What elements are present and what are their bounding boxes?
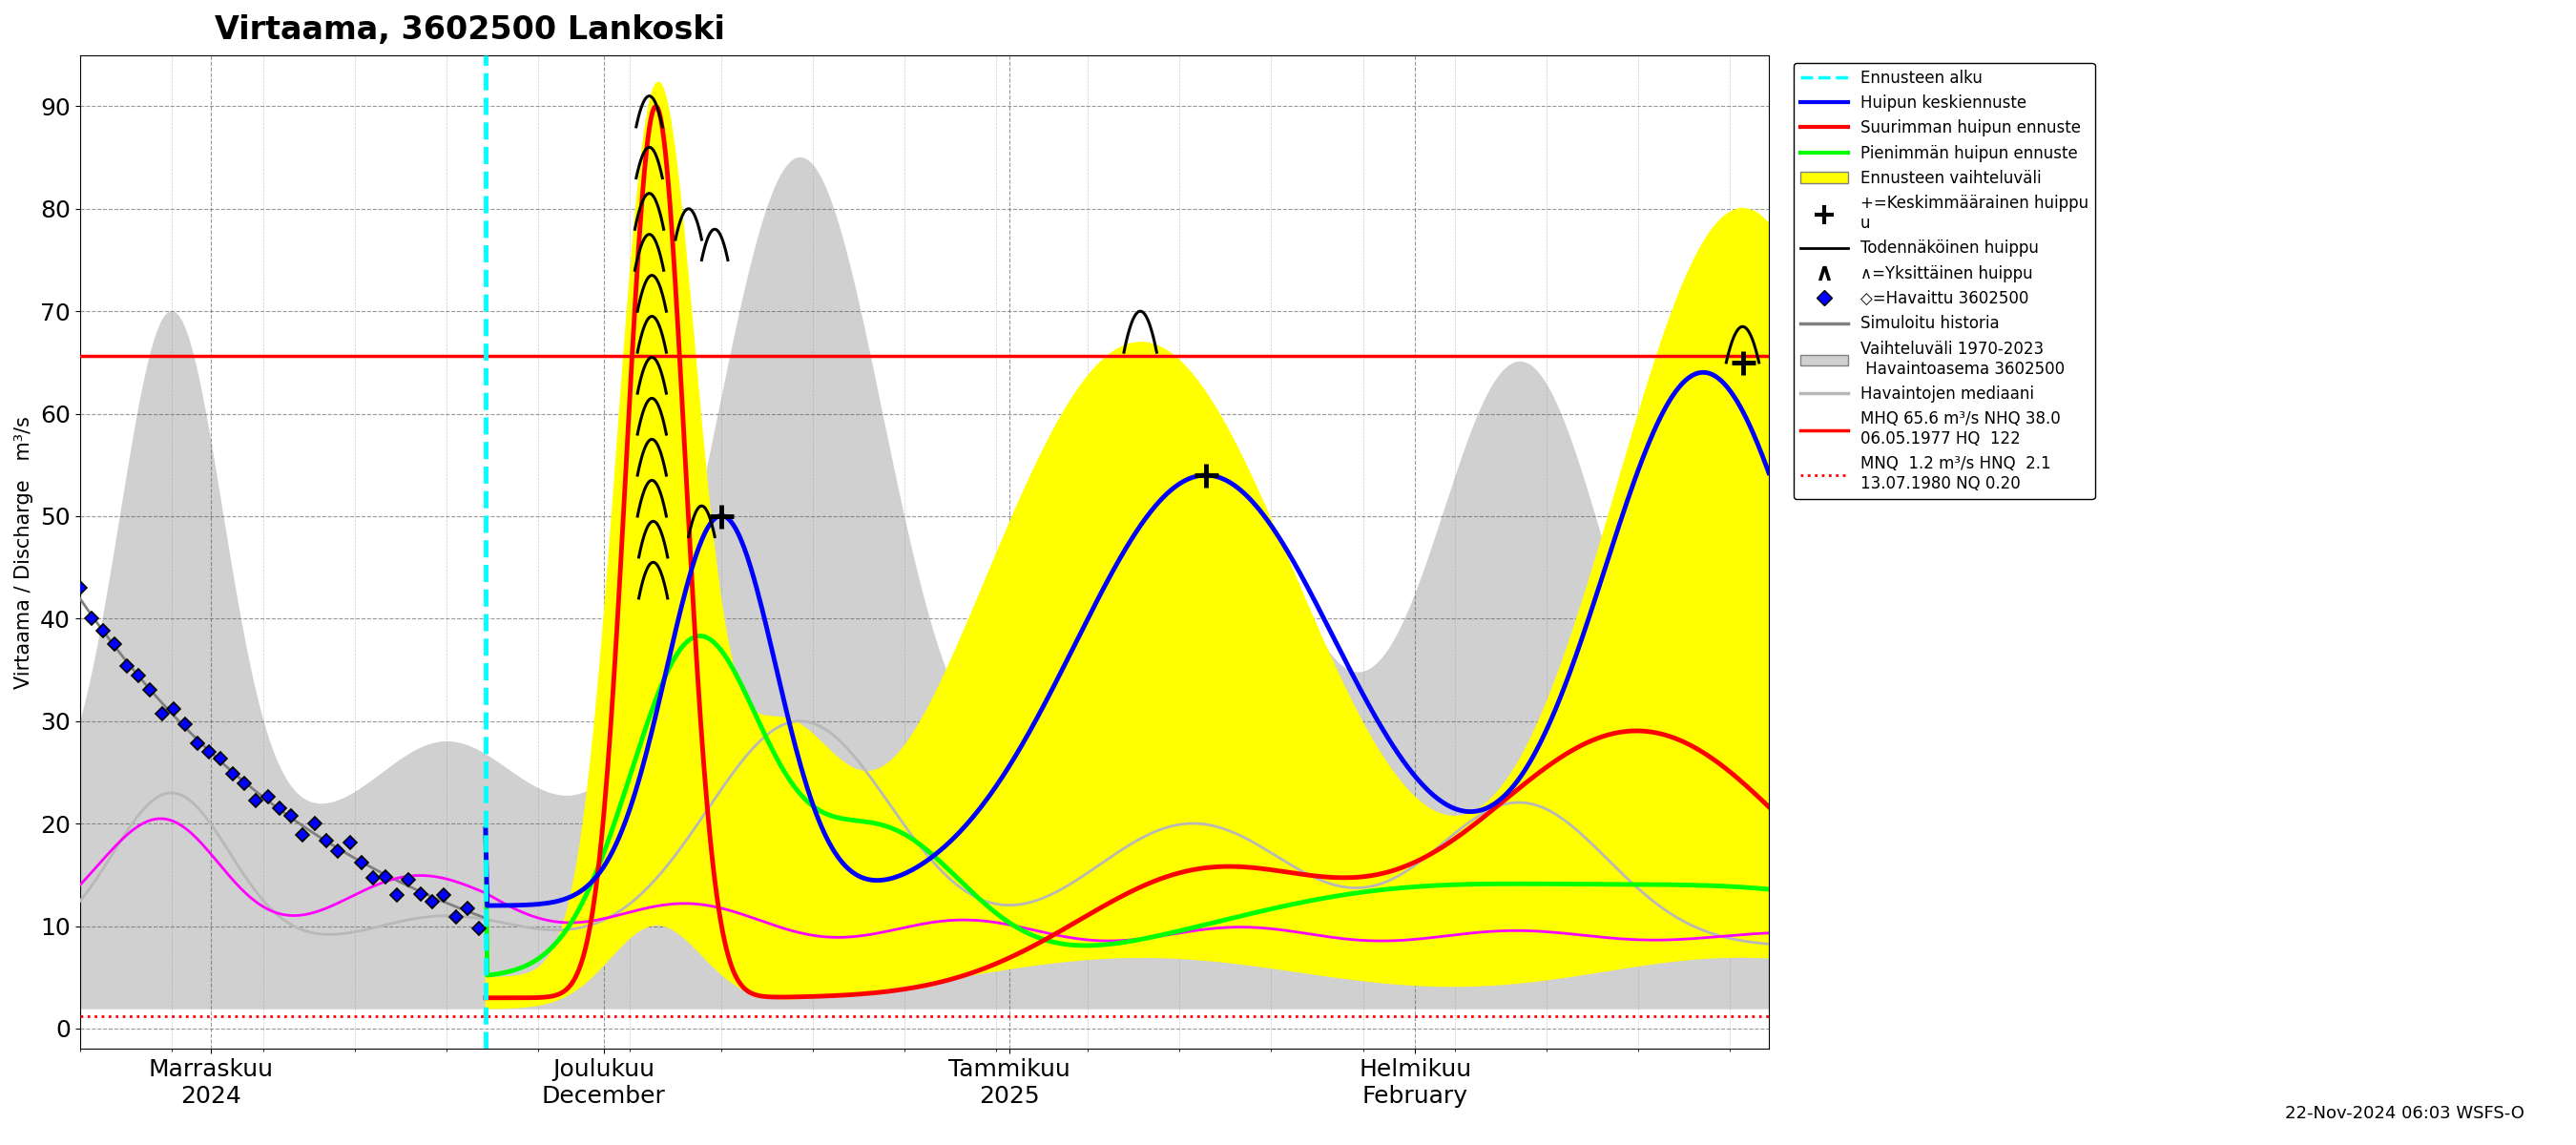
Legend: Ennusteen alku, Huipun keskiennuste, Suurimman huipun ennuste, Pienimmän huipun : Ennusteen alku, Huipun keskiennuste, Suu… — [1793, 63, 2094, 499]
Y-axis label: Virtaama / Discharge   m³/s: Virtaama / Discharge m³/s — [15, 416, 33, 688]
Text: 22-Nov-2024 06:03 WSFS-O: 22-Nov-2024 06:03 WSFS-O — [2285, 1105, 2524, 1122]
Text: Virtaama, 3602500 Lankoski: Virtaama, 3602500 Lankoski — [214, 14, 724, 46]
